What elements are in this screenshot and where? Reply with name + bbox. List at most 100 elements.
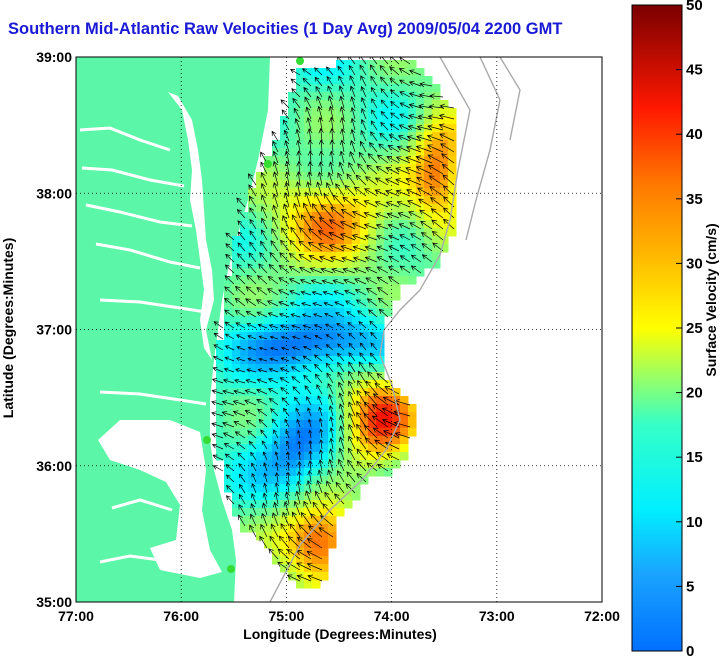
velocity-cell bbox=[376, 180, 385, 189]
velocity-arrow bbox=[418, 103, 433, 110]
velocity-cell bbox=[288, 356, 297, 365]
velocity-arrow bbox=[302, 324, 312, 329]
velocity-cell bbox=[376, 156, 385, 165]
velocity-cell bbox=[272, 428, 281, 437]
velocity-cell bbox=[264, 228, 273, 237]
velocity-arrow bbox=[308, 460, 313, 472]
velocity-arrow bbox=[278, 289, 290, 296]
velocity-cell bbox=[224, 316, 233, 325]
velocity-arrow bbox=[329, 437, 334, 450]
velocity-cell bbox=[368, 444, 377, 453]
velocity-cell bbox=[376, 444, 385, 453]
velocity-cell bbox=[344, 340, 353, 349]
velocity-cell bbox=[288, 452, 297, 461]
velocity-arrow bbox=[246, 368, 257, 373]
velocity-cell bbox=[280, 428, 289, 437]
velocity-cell bbox=[376, 284, 385, 293]
velocity-arrow bbox=[379, 57, 389, 65]
velocity-cell bbox=[344, 204, 353, 213]
velocity-arrow bbox=[291, 214, 301, 230]
velocity-arrow bbox=[303, 345, 312, 351]
velocity-arrow bbox=[397, 135, 411, 142]
velocity-cell bbox=[288, 100, 297, 109]
velocity-cell bbox=[216, 452, 225, 461]
velocity-cell bbox=[288, 332, 297, 341]
velocity-cell bbox=[328, 100, 337, 109]
velocity-cell bbox=[256, 508, 265, 517]
velocity-arrow bbox=[442, 174, 455, 186]
velocity-cell bbox=[384, 236, 393, 245]
velocity-cell bbox=[296, 236, 305, 245]
velocity-cell bbox=[256, 172, 265, 181]
velocity-cell bbox=[248, 348, 257, 357]
velocity-cell bbox=[256, 340, 265, 349]
velocity-cell bbox=[288, 396, 297, 405]
velocity-cell bbox=[352, 252, 361, 261]
velocity-cell bbox=[216, 380, 225, 389]
velocity-cell bbox=[376, 436, 385, 445]
velocity-cell bbox=[304, 244, 313, 253]
velocity-cell bbox=[304, 452, 313, 461]
velocity-cell bbox=[408, 204, 417, 213]
velocity-cell bbox=[368, 228, 377, 237]
velocity-cell bbox=[280, 412, 289, 421]
velocity-cell bbox=[360, 340, 369, 349]
velocity-cell bbox=[312, 236, 321, 245]
velocity-cell bbox=[232, 508, 241, 517]
velocity-arrow bbox=[312, 501, 323, 516]
velocity-arrow bbox=[272, 204, 279, 219]
y-tick-label: 35:00 bbox=[36, 594, 72, 610]
velocity-arrow bbox=[356, 448, 367, 461]
velocity-cell bbox=[320, 196, 329, 205]
velocity-arrow bbox=[371, 404, 389, 417]
velocity-cell bbox=[320, 124, 329, 133]
velocity-cell bbox=[416, 132, 425, 141]
velocity-arrow bbox=[410, 244, 422, 252]
velocity-arrow bbox=[380, 121, 389, 131]
velocity-cell bbox=[352, 404, 361, 413]
velocity-cell bbox=[376, 244, 385, 253]
velocity-cell bbox=[368, 372, 377, 381]
velocity-cell bbox=[344, 404, 353, 413]
velocity-cell bbox=[352, 484, 361, 493]
velocity-cell bbox=[344, 140, 353, 149]
velocity-arrow bbox=[376, 154, 389, 164]
velocity-cell bbox=[248, 356, 257, 365]
velocity-cell bbox=[368, 364, 377, 373]
velocity-arrow bbox=[327, 85, 334, 98]
velocity-arrow bbox=[372, 393, 389, 406]
velocity-arrow bbox=[274, 482, 280, 494]
velocity-cell bbox=[336, 348, 345, 357]
velocity-cell bbox=[328, 180, 337, 189]
velocity-arrow bbox=[212, 355, 224, 362]
velocity-cell bbox=[336, 188, 345, 197]
velocity-cell bbox=[368, 428, 377, 437]
velocity-arrow bbox=[236, 197, 246, 208]
velocity-cell bbox=[392, 444, 401, 453]
velocity-arrow bbox=[247, 263, 257, 274]
velocity-arrow bbox=[285, 481, 291, 494]
velocity-cell bbox=[408, 236, 417, 245]
velocity-arrow bbox=[338, 75, 345, 87]
velocity-arrow bbox=[314, 191, 323, 208]
velocity-cell bbox=[312, 428, 321, 437]
velocity-arrow bbox=[223, 443, 235, 450]
velocity-arrow bbox=[318, 127, 324, 142]
velocity-arrow bbox=[365, 176, 378, 186]
velocity-cell bbox=[288, 484, 297, 493]
velocity-cell bbox=[336, 92, 345, 101]
velocity-cell bbox=[336, 492, 345, 501]
velocity-arrow bbox=[308, 525, 323, 538]
velocity-arrow bbox=[238, 483, 246, 494]
velocity-arrow bbox=[360, 75, 367, 87]
velocity-arrow bbox=[280, 357, 290, 362]
velocity-cell bbox=[368, 308, 377, 317]
velocity-arrow bbox=[237, 452, 246, 461]
velocity-cell bbox=[272, 212, 281, 221]
velocity-cell bbox=[432, 108, 441, 117]
velocity-cell bbox=[296, 436, 305, 445]
velocity-cell bbox=[320, 156, 329, 165]
velocity-cell bbox=[384, 276, 393, 285]
velocity-arrow bbox=[363, 424, 378, 439]
velocity-cell bbox=[360, 84, 369, 93]
